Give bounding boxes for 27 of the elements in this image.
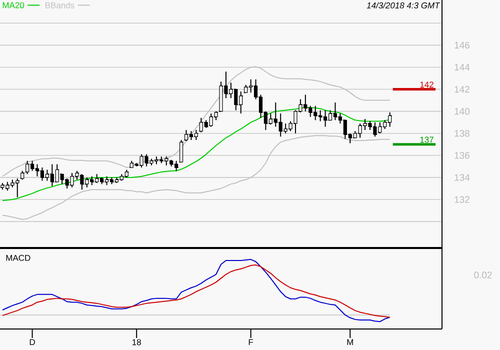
x-tick-label: M	[347, 339, 353, 346]
y-tick-label: 132	[454, 196, 470, 203]
y-tick-label: 146	[454, 42, 470, 49]
y-tick-label: 144	[454, 64, 470, 70]
y-tick-label: 142	[454, 86, 470, 93]
x-tick-label: F	[248, 339, 254, 346]
text: 0.02	[474, 272, 492, 278]
y-tick-label: 134	[454, 174, 470, 181]
candlestick	[248, 78, 254, 94]
candlestick	[179, 139, 184, 163]
y-tick-label: 140	[454, 108, 470, 115]
legend-label: BBands	[46, 2, 74, 8]
candlestick	[20, 170, 24, 180]
x-tick-label: 18	[132, 339, 141, 346]
x-tick-label: D	[30, 339, 35, 346]
y-tick-label: 138	[454, 130, 470, 137]
candlestick	[114, 176, 120, 184]
candlestick	[318, 110, 323, 122]
y-tick-label: 136	[454, 152, 470, 159]
legend-label: MA20	[2, 2, 24, 8]
candlestick	[154, 156, 159, 165]
ref-line-label: 142	[420, 82, 434, 88]
annotation: 14/3/2018 4:3 GMT	[366, 2, 440, 8]
chart-title: MACD	[6, 254, 30, 261]
candlestick	[109, 176, 114, 185]
ref-line-label: 137	[420, 136, 434, 143]
candlestick	[129, 160, 134, 168]
